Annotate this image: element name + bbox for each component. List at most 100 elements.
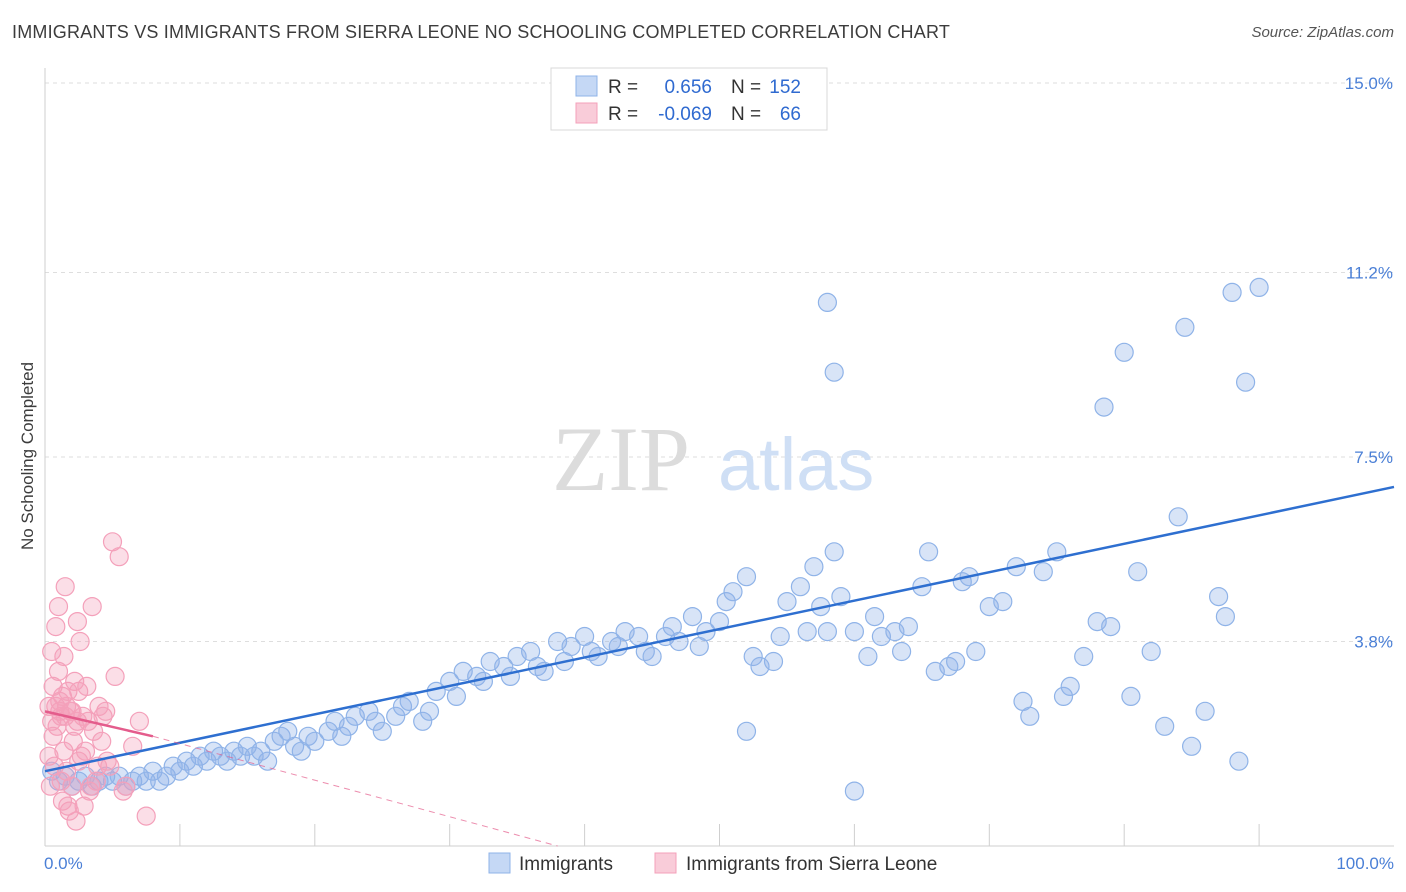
point-sierra-leone-35	[116, 776, 136, 796]
point-sierra-leone-27	[89, 696, 109, 717]
x-tick-label-min: 0.0%	[44, 854, 83, 873]
point-immigrants-72	[601, 631, 622, 652]
point-sierra-leone-15	[65, 671, 85, 692]
legend-n-label-0: N =	[731, 77, 761, 98]
series-legend-swatch-sierra-leone	[654, 852, 677, 874]
point-immigrants-132	[1155, 716, 1175, 736]
point-immigrants-136	[1195, 701, 1215, 721]
point-immigrants-34	[271, 726, 291, 746]
y-axis-tick-labels: 3.8% 7.5% 11.2% 15.0%	[1345, 74, 1393, 652]
source-label: Source: ZipAtlas.com	[1251, 24, 1394, 41]
point-immigrants-49	[392, 696, 413, 717]
point-immigrants-87	[736, 567, 757, 587]
watermark: ZIP atlas	[552, 408, 874, 510]
point-immigrants-38	[298, 726, 318, 746]
point-immigrants-86	[723, 582, 743, 602]
legend-n-value-1: 66	[780, 104, 801, 125]
point-immigrants-95	[804, 557, 824, 577]
trend-extension-sierra-leone	[152, 735, 558, 847]
series-legend-swatch-immigrants	[488, 852, 511, 874]
point-immigrants-43	[338, 716, 359, 736]
point-sierra-leone-61	[97, 751, 117, 771]
point-immigrants-108	[918, 542, 939, 562]
grid-lines	[45, 82, 1394, 643]
point-sierra-leone-58	[81, 776, 101, 796]
point-immigrants-144	[824, 362, 844, 382]
x-tick-label-max: 100.0%	[1336, 854, 1394, 873]
point-sierra-leone-53	[46, 616, 66, 637]
point-immigrants-131	[1141, 641, 1161, 662]
point-immigrants-93	[790, 577, 811, 597]
point-immigrants-31	[251, 741, 271, 761]
y-tick-label-1: 7.5%	[1354, 448, 1393, 467]
point-immigrants-127	[1101, 616, 1121, 637]
watermark-zip: ZIP	[552, 408, 690, 510]
point-immigrants-139	[1222, 282, 1242, 302]
point-immigrants-145	[736, 721, 757, 741]
legend-r-value-1: -0.069	[658, 104, 712, 125]
series-legend-label-sierra-leone: Immigrants from Sierra Leone	[686, 854, 937, 875]
legend-n-label-1: N =	[731, 104, 761, 125]
legend-r-label-1: R =	[608, 104, 638, 125]
point-immigrants-28	[231, 746, 251, 766]
point-immigrants-101	[858, 646, 878, 667]
point-immigrants-106	[898, 616, 919, 637]
point-immigrants-133	[1168, 507, 1188, 527]
point-immigrants-142	[1249, 277, 1269, 297]
point-immigrants-98	[824, 542, 844, 562]
point-immigrants-114	[966, 641, 986, 662]
point-sierra-leone-50	[71, 746, 92, 766]
point-sierra-leone-32	[105, 666, 125, 687]
point-immigrants-55	[446, 686, 466, 707]
point-sierra-leone-40	[55, 577, 75, 597]
point-immigrants-81	[682, 606, 703, 627]
point-immigrants-52	[419, 701, 440, 721]
point-immigrants-68	[561, 636, 581, 657]
point-immigrants-88	[743, 646, 763, 667]
x-axis-ticks	[179, 824, 1260, 846]
point-sierra-leone-0	[39, 746, 59, 766]
series-immigrants-points	[42, 277, 1269, 801]
point-sierra-leone-19	[70, 631, 90, 652]
point-sierra-leone-11	[58, 681, 78, 702]
legend-r-value-0: 0.656	[664, 77, 712, 98]
point-sierra-leone-48	[62, 776, 82, 796]
point-immigrants-90	[763, 651, 784, 672]
point-immigrants-140	[1229, 751, 1249, 771]
point-immigrants-146	[844, 781, 865, 801]
y-tick-label-0: 3.8%	[1354, 633, 1393, 652]
point-immigrants-137	[1208, 586, 1229, 607]
point-sierra-leone-57	[74, 796, 94, 816]
trend-line-sierra-leone	[44, 710, 154, 738]
point-immigrants-32	[258, 751, 278, 771]
point-immigrants-126	[1094, 397, 1114, 417]
point-sierra-leone-54	[50, 691, 70, 712]
point-sierra-leone-17	[67, 611, 88, 632]
series-legend: Immigrants Immigrants from Sierra Leone	[488, 852, 937, 875]
point-sierra-leone-28	[92, 731, 112, 751]
point-immigrants-51	[413, 711, 433, 731]
point-immigrants-128	[1114, 342, 1134, 362]
point-immigrants-129	[1121, 686, 1141, 707]
point-immigrants-143	[817, 292, 838, 312]
point-immigrants-135	[1181, 736, 1202, 756]
point-immigrants-123	[1060, 676, 1080, 697]
chart-title: IMMIGRANTS VS IMMIGRANTS FROM SIERRA LEO…	[12, 22, 951, 42]
y-tick-label-3: 15.0%	[1345, 74, 1393, 93]
point-immigrants-91	[770, 626, 790, 647]
point-immigrants-16	[150, 771, 170, 791]
point-sierra-leone-37	[129, 711, 149, 731]
point-sierra-leone-62	[39, 696, 59, 717]
point-immigrants-42	[332, 726, 352, 746]
point-immigrants-100	[844, 621, 865, 642]
point-sierra-leone-16	[66, 811, 86, 831]
watermark-atlas: atlas	[718, 423, 874, 506]
point-immigrants-99	[831, 586, 851, 607]
point-immigrants-116	[993, 591, 1013, 612]
point-immigrants-122	[1053, 686, 1074, 707]
point-immigrants-61	[500, 666, 520, 687]
point-sierra-leone-24	[82, 596, 102, 617]
point-sierra-leone-8	[54, 646, 74, 667]
point-immigrants-130	[1128, 562, 1148, 582]
